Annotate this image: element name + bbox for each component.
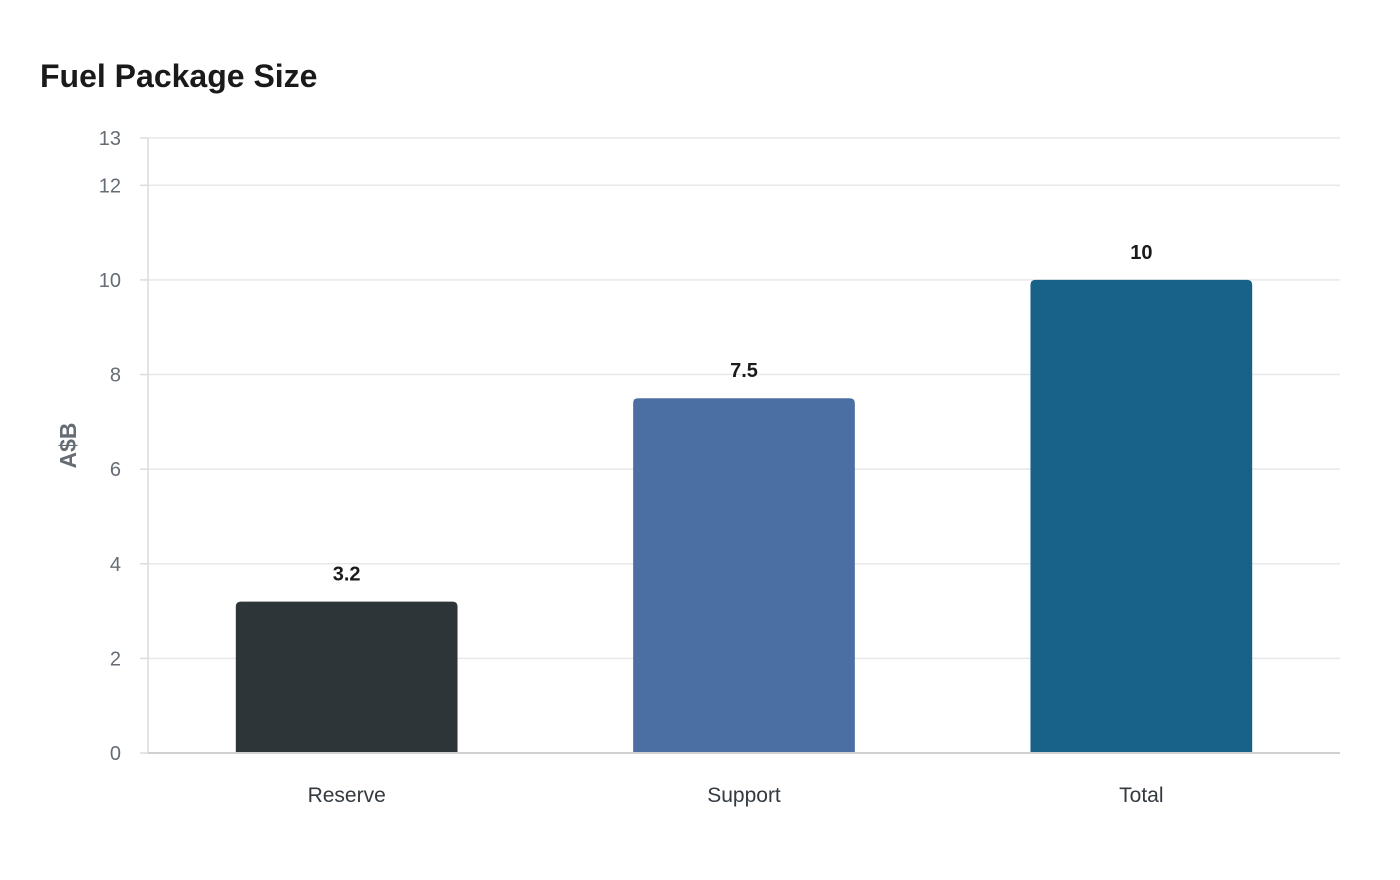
axes bbox=[140, 137, 1340, 754]
y-tick-label: 6 bbox=[110, 459, 121, 481]
y-tick-label: 8 bbox=[110, 365, 121, 387]
x-tick-label: Reserve bbox=[308, 784, 386, 807]
x-tick-label: Total bbox=[1119, 784, 1163, 807]
data-label: 7.5 bbox=[730, 360, 758, 382]
bar-reserve bbox=[235, 601, 458, 753]
y-tick-label: 2 bbox=[110, 648, 121, 670]
data-label: 10 bbox=[1130, 242, 1152, 264]
data-label: 3.2 bbox=[333, 564, 361, 586]
y-tick-label: 13 bbox=[99, 128, 121, 150]
y-tick-label: 4 bbox=[110, 554, 121, 576]
bar-total bbox=[1030, 279, 1253, 753]
labels: 0 2 4 6 8 10 12 13 3.2 Reserve 7.5 Support 10 Total bbox=[99, 128, 1164, 807]
chart-title: Fuel Package Size bbox=[40, 58, 318, 94]
y-tick-label: 10 bbox=[99, 270, 121, 292]
x-tick-label: Support bbox=[707, 784, 781, 807]
y-axis-title: A$B bbox=[55, 422, 81, 468]
bars bbox=[235, 279, 1253, 753]
y-tick-label: 0 bbox=[110, 743, 121, 765]
bar-support bbox=[633, 398, 855, 753]
y-tick-label: 12 bbox=[99, 175, 121, 197]
